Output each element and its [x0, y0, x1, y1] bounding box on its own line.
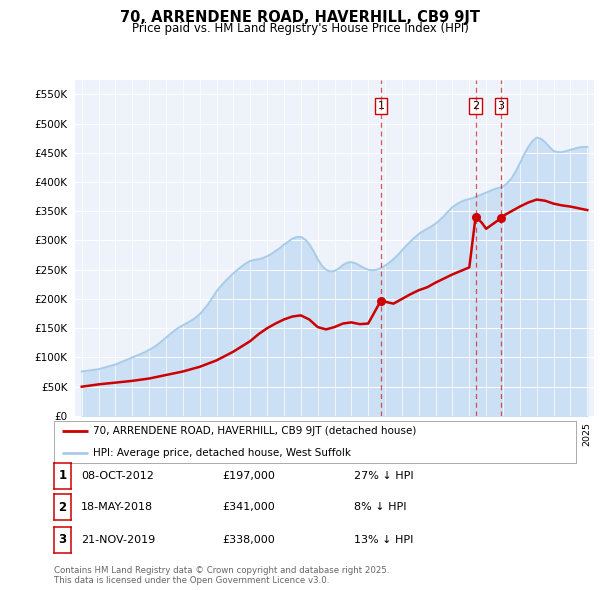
Text: 70, ARRENDENE ROAD, HAVERHILL, CB9 9JT (detached house): 70, ARRENDENE ROAD, HAVERHILL, CB9 9JT (…: [93, 427, 416, 436]
Text: £197,000: £197,000: [222, 471, 275, 480]
Text: HPI: Average price, detached house, West Suffolk: HPI: Average price, detached house, West…: [93, 448, 351, 457]
Text: 8% ↓ HPI: 8% ↓ HPI: [354, 503, 407, 512]
Text: 13% ↓ HPI: 13% ↓ HPI: [354, 535, 413, 545]
Text: 2: 2: [472, 101, 479, 111]
Text: 27% ↓ HPI: 27% ↓ HPI: [354, 471, 413, 480]
Text: 21-NOV-2019: 21-NOV-2019: [81, 535, 155, 545]
Text: 3: 3: [497, 101, 505, 111]
Text: 08-OCT-2012: 08-OCT-2012: [81, 471, 154, 480]
Text: 1: 1: [377, 101, 385, 111]
Text: Price paid vs. HM Land Registry's House Price Index (HPI): Price paid vs. HM Land Registry's House …: [131, 22, 469, 35]
Text: £338,000: £338,000: [222, 535, 275, 545]
Text: 70, ARRENDENE ROAD, HAVERHILL, CB9 9JT: 70, ARRENDENE ROAD, HAVERHILL, CB9 9JT: [120, 10, 480, 25]
Text: £341,000: £341,000: [222, 503, 275, 512]
Text: 2: 2: [58, 501, 67, 514]
Text: 1: 1: [58, 469, 67, 482]
Text: Contains HM Land Registry data © Crown copyright and database right 2025.
This d: Contains HM Land Registry data © Crown c…: [54, 566, 389, 585]
Text: 3: 3: [58, 533, 67, 546]
Text: 18-MAY-2018: 18-MAY-2018: [81, 503, 153, 512]
